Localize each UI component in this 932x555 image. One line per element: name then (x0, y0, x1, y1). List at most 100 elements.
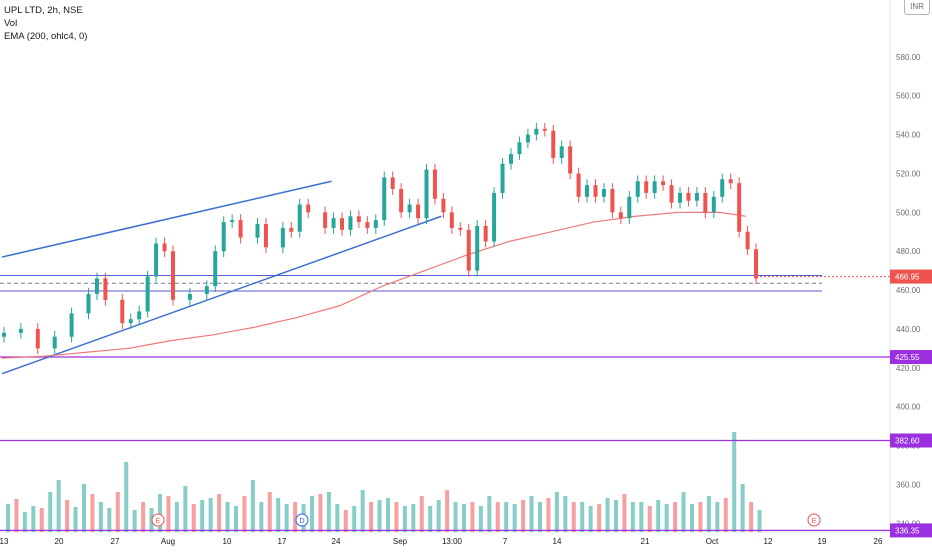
volume-bar (98, 502, 103, 532)
candle-body (432, 169, 437, 199)
volume-bar (639, 502, 644, 532)
x-tick-label: 12 (764, 537, 773, 546)
candle-body (475, 225, 480, 271)
y-tick-label: 540.00 (896, 131, 921, 140)
volume-bar (65, 500, 70, 532)
volume-bar (504, 502, 509, 532)
volume-bar (259, 502, 264, 532)
price-level-tag (890, 523, 932, 538)
x-tick-label: 26 (874, 537, 883, 546)
candle-body (483, 225, 488, 242)
y-tick-label: 520.00 (896, 169, 921, 178)
volume-bar (48, 492, 53, 532)
volume-bar (335, 504, 340, 532)
candle-body (213, 251, 218, 287)
candle-body (711, 196, 716, 213)
volume-bar (132, 510, 137, 532)
x-tick-label: 17 (278, 537, 287, 546)
candle-body (340, 218, 344, 230)
y-tick-label: 400.00 (896, 403, 921, 412)
volume-bar (664, 504, 669, 532)
trendline (1, 180, 332, 258)
candle-body (593, 185, 598, 197)
volume-bar (402, 506, 407, 532)
candle-body (576, 173, 581, 197)
candle-body (331, 218, 336, 228)
candle-body (356, 216, 361, 223)
volume-bar (90, 494, 95, 532)
candle-body (534, 128, 539, 135)
y-tick-label: 560.00 (896, 92, 921, 101)
candle-body (517, 142, 522, 155)
x-tick-label: 13 (0, 537, 9, 546)
candle-body (399, 189, 404, 213)
candle-body (18, 328, 23, 333)
volume-bar (107, 508, 112, 532)
volume-bar (715, 502, 720, 532)
price-axis-bg (890, 0, 932, 532)
volume-bar (115, 492, 120, 532)
x-tick-label: Oct (706, 537, 719, 546)
volume-bar (690, 504, 694, 532)
volume-bar (428, 506, 433, 532)
volume-bar (656, 500, 661, 532)
volume-bar (174, 502, 179, 532)
volume-bar (369, 502, 374, 532)
volume-bar (82, 484, 86, 532)
trendline (1, 215, 442, 375)
candle-body (230, 220, 235, 223)
candle-body (525, 134, 530, 143)
candle-body (187, 293, 192, 300)
candle-body (644, 181, 649, 193)
volume-bar (605, 498, 610, 532)
candle-body (171, 251, 175, 300)
candle-body (137, 311, 142, 320)
candle-body (686, 192, 691, 201)
volume-bar (436, 500, 441, 532)
currency-button[interactable]: INR (904, 0, 930, 15)
candle-body (94, 278, 99, 294)
x-tick-label: 27 (111, 537, 120, 546)
volume-bar (39, 508, 44, 532)
candle-body (678, 192, 682, 203)
candle-body (551, 130, 556, 158)
volume-bar (56, 480, 61, 532)
candle-body (2, 332, 6, 337)
x-tick-label: 19 (818, 537, 827, 546)
volume-bar (73, 507, 78, 532)
candle-body (627, 196, 632, 219)
candle-body (238, 220, 243, 238)
volume-bar (200, 500, 205, 532)
volume-bar (411, 504, 416, 532)
volume-bar (318, 494, 323, 532)
y-tick-label: 440.00 (896, 325, 921, 334)
x-tick-label: 10 (223, 537, 232, 546)
volume-bar (217, 494, 222, 532)
volume-bar (14, 499, 19, 532)
x-tick-label: 14 (553, 537, 562, 546)
candle-body (255, 224, 260, 238)
candle-body (509, 154, 513, 164)
y-tick-label: 420.00 (896, 364, 921, 373)
candle-body (424, 169, 429, 219)
price-level-text: 382.60 (895, 437, 920, 446)
volume-bar (158, 494, 162, 532)
volume-bar (124, 462, 129, 532)
volume-bar (276, 498, 281, 532)
volume-bar (394, 502, 399, 532)
candle-body (559, 146, 564, 158)
last-price-tag (890, 269, 932, 284)
volume-bar (445, 490, 450, 532)
y-tick-label: 480.00 (896, 247, 921, 256)
volume-bar (470, 502, 475, 532)
candle-body (492, 192, 497, 242)
x-tick-label: 13:00 (442, 537, 463, 546)
candle-body (618, 212, 623, 219)
y-tick-label: 460.00 (896, 286, 921, 295)
volume-bar (284, 504, 289, 532)
candle-body (297, 204, 302, 232)
last-price-text: 466.95 (895, 273, 920, 282)
candle-body (720, 179, 725, 197)
